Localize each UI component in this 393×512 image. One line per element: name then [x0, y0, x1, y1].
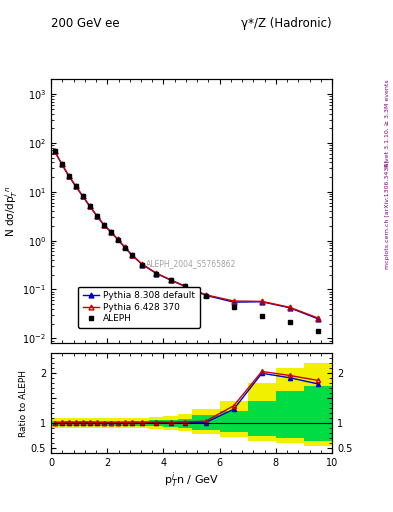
Text: ALEPH_2004_S5765862: ALEPH_2004_S5765862 — [147, 260, 237, 268]
Pythia 8.308 default — [130, 252, 134, 258]
Pythia 6.428 370 — [66, 173, 71, 179]
Pythia 6.428 370 — [259, 298, 264, 305]
Pythia 8.308 default — [87, 203, 92, 209]
Pythia 6.428 370 — [52, 148, 57, 154]
Line: Pythia 8.308 default: Pythia 8.308 default — [52, 148, 320, 322]
Pythia 6.428 370 — [140, 262, 145, 268]
ALEPH — [87, 203, 92, 209]
Pythia 6.428 370 — [231, 298, 236, 304]
ALEPH — [140, 262, 145, 268]
Pythia 6.428 370 — [94, 212, 99, 219]
ALEPH — [123, 245, 127, 251]
Text: 200 GeV ee: 200 GeV ee — [51, 16, 120, 30]
Pythia 8.308 default — [116, 237, 120, 243]
ALEPH — [130, 252, 134, 259]
Pythia 6.428 370 — [87, 203, 92, 209]
Pythia 6.428 370 — [288, 304, 292, 310]
Pythia 8.308 default — [154, 270, 159, 276]
ALEPH — [182, 284, 187, 290]
Pythia 6.428 370 — [130, 252, 134, 258]
Text: mcplots.cern.ch [arXiv:1306.3436]: mcplots.cern.ch [arXiv:1306.3436] — [385, 161, 389, 269]
Pythia 6.428 370 — [59, 161, 64, 167]
Pythia 6.428 370 — [168, 276, 173, 283]
Pythia 6.428 370 — [101, 222, 106, 228]
Pythia 8.308 default — [108, 229, 113, 235]
Pythia 8.308 default — [52, 148, 57, 154]
ALEPH — [52, 148, 57, 154]
Pythia 8.308 default — [182, 283, 187, 289]
Pythia 8.308 default — [203, 292, 208, 298]
Pythia 8.308 default — [168, 277, 173, 283]
Pythia 6.428 370 — [182, 283, 187, 289]
Pythia 8.308 default — [316, 316, 320, 322]
ALEPH — [59, 161, 64, 167]
ALEPH — [168, 277, 173, 283]
Pythia 8.308 default — [66, 173, 71, 179]
Pythia 6.428 370 — [108, 229, 113, 235]
ALEPH — [203, 292, 208, 298]
ALEPH — [154, 271, 159, 277]
ALEPH — [116, 237, 120, 243]
Pythia 6.428 370 — [80, 193, 85, 199]
Pythia 6.428 370 — [123, 244, 127, 250]
Pythia 8.308 default — [123, 244, 127, 250]
Pythia 6.428 370 — [154, 270, 159, 276]
Pythia 8.308 default — [59, 161, 64, 167]
Line: Pythia 6.428 370: Pythia 6.428 370 — [52, 148, 320, 321]
X-axis label: p$_T^i$n / GeV: p$_T^i$n / GeV — [164, 471, 219, 490]
ALEPH — [94, 213, 99, 219]
Legend: Pythia 8.308 default, Pythia 6.428 370, ALEPH: Pythia 8.308 default, Pythia 6.428 370, … — [78, 287, 200, 328]
ALEPH — [101, 222, 106, 228]
Pythia 6.428 370 — [73, 183, 78, 189]
Pythia 8.308 default — [288, 305, 292, 311]
ALEPH — [316, 328, 320, 334]
Pythia 6.428 370 — [316, 315, 320, 321]
ALEPH — [231, 304, 236, 310]
Y-axis label: N dσ/dp$_T^i$$^n$: N dσ/dp$_T^i$$^n$ — [3, 185, 20, 237]
Pythia 8.308 default — [140, 262, 145, 268]
ALEPH — [80, 194, 85, 200]
Pythia 6.428 370 — [116, 237, 120, 243]
Pythia 8.308 default — [259, 298, 264, 305]
ALEPH — [66, 173, 71, 179]
Pythia 6.428 370 — [203, 292, 208, 298]
ALEPH — [73, 183, 78, 189]
ALEPH — [259, 313, 264, 319]
Pythia 8.308 default — [101, 222, 106, 228]
Text: Rivet 3.1.10, ≥ 3.3M events: Rivet 3.1.10, ≥ 3.3M events — [385, 79, 389, 167]
Y-axis label: Ratio to ALEPH: Ratio to ALEPH — [19, 370, 28, 437]
ALEPH — [108, 229, 113, 235]
Pythia 8.308 default — [73, 183, 78, 189]
Line: ALEPH: ALEPH — [52, 148, 320, 334]
ALEPH — [288, 318, 292, 325]
Pythia 8.308 default — [80, 193, 85, 199]
Pythia 8.308 default — [94, 212, 99, 219]
Pythia 8.308 default — [231, 299, 236, 305]
Text: γ*/Z (Hadronic): γ*/Z (Hadronic) — [241, 16, 332, 30]
